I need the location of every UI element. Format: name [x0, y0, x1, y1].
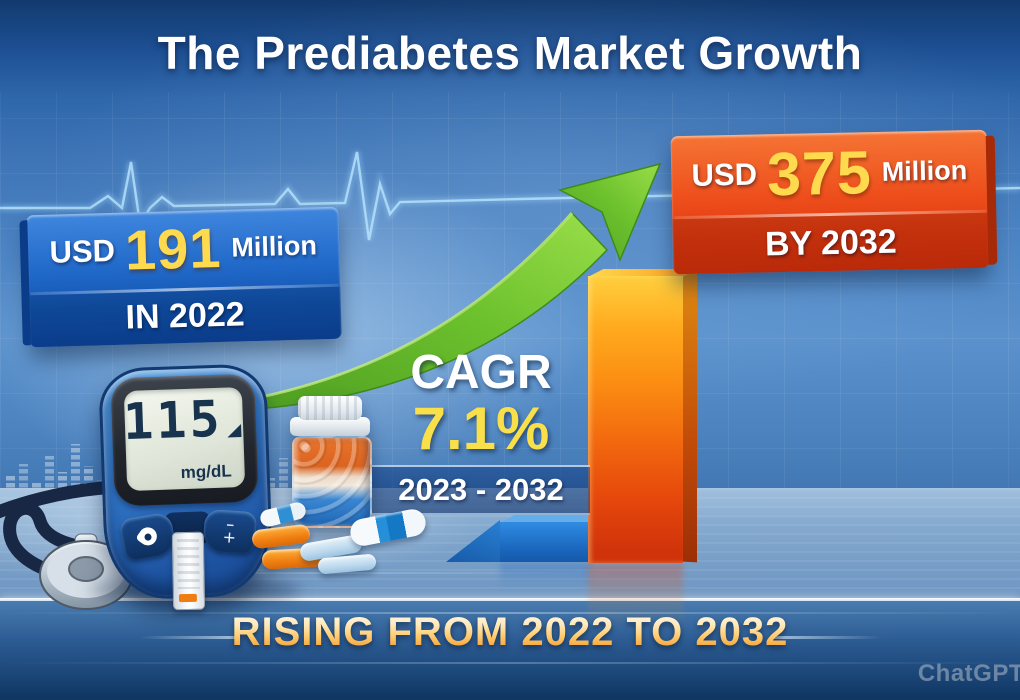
value-2032: 375 — [766, 137, 873, 208]
glucose-unit: mg/dL — [180, 461, 232, 483]
value-box-2032: USD 375 Million BY 2032 — [670, 129, 990, 275]
value-row-2032: USD 375 Million — [671, 130, 989, 217]
meter-screen: 115 mg/dL — [122, 386, 246, 492]
glucose-reading: 115 — [122, 389, 224, 452]
meter-reading-row: 115 — [122, 389, 242, 452]
cagr-block: CAGR 7.1% 2023 - 2032 — [372, 349, 590, 515]
value-row-2022: USD 191 Million — [26, 207, 340, 292]
bottle-cap — [298, 396, 362, 420]
currency-label: USD — [691, 156, 758, 193]
period-2032: BY 2032 — [672, 212, 990, 275]
banner-line-left — [140, 636, 240, 639]
unit-label: Million — [881, 154, 968, 187]
banner-text: RISING FROM 2022 TO 2032 — [231, 610, 789, 654]
test-strip — [171, 531, 206, 611]
pill-bottle — [288, 396, 372, 528]
bottom-banner: RISING FROM 2022 TO 2032 — [0, 610, 1020, 655]
glucose-meter: 115 mg/dL − ＋ — [98, 363, 274, 611]
bottle-body — [292, 436, 372, 528]
drop-icon — [135, 523, 161, 549]
value-box-2022: USD 191 Million IN 2022 — [26, 206, 342, 348]
chatgpt-watermark: ChatGPT — [917, 660, 1020, 687]
lcd-marker-icon — [226, 423, 242, 438]
cagr-value: 7.1% — [412, 395, 550, 462]
test-strip-tip — [178, 593, 198, 603]
meter-button-right: − ＋ — [202, 508, 258, 555]
unit-label: Million — [230, 230, 318, 263]
cagr-label: CAGR — [410, 346, 552, 399]
period-2022: IN 2022 — [28, 286, 342, 348]
cagr-range: 2023 - 2032 — [372, 465, 590, 515]
currency-label: USD — [49, 233, 116, 271]
value-2022: 191 — [124, 216, 223, 282]
plus-minus-icon: − ＋ — [222, 517, 237, 546]
bottle-cap-rim — [290, 417, 370, 436]
banner-line-right — [772, 636, 882, 639]
meter-screen-bezel: 115 mg/dL — [110, 373, 259, 507]
page-title: The Prediabetes Market Growth — [157, 27, 863, 79]
